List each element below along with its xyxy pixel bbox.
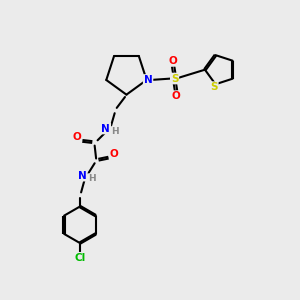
Text: N: N — [144, 75, 152, 85]
Text: N: N — [101, 124, 110, 134]
Text: H: H — [111, 127, 118, 136]
Text: N: N — [78, 171, 87, 181]
Text: Cl: Cl — [74, 253, 86, 263]
Text: S: S — [210, 82, 218, 92]
Text: O: O — [110, 149, 119, 159]
Text: O: O — [172, 91, 180, 101]
Text: O: O — [73, 132, 81, 142]
Text: S: S — [171, 74, 178, 83]
Text: O: O — [169, 56, 178, 66]
Text: H: H — [88, 174, 95, 183]
